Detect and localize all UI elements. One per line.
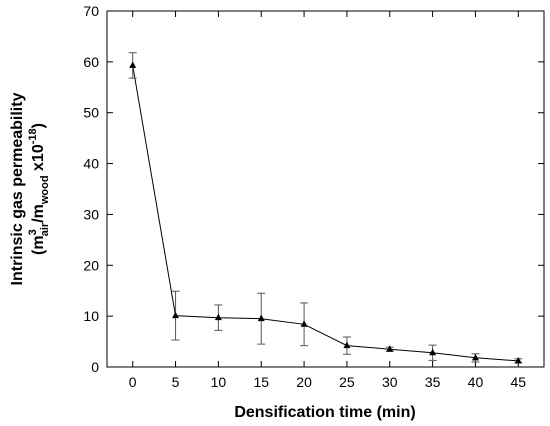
x-tick-label: 20	[296, 374, 312, 390]
y-tick-label: 50	[83, 105, 99, 121]
data-point-triangle	[471, 353, 479, 361]
data-point-triangle	[429, 348, 437, 356]
data-point-triangle	[514, 356, 522, 364]
data-point-triangle	[214, 313, 222, 321]
x-tick-label: 25	[339, 374, 355, 390]
x-tick-label: 35	[425, 374, 441, 390]
x-tick-label: 15	[253, 374, 269, 390]
x-tick-label: 30	[382, 374, 398, 390]
y-unit-slash-m: /m	[30, 204, 47, 223]
y-tick-label: 20	[83, 257, 99, 273]
x-tick-label: 45	[511, 374, 527, 390]
data-point-triangle	[300, 320, 308, 327]
data-point-triangle	[129, 61, 137, 68]
data-point-triangle	[172, 311, 180, 319]
series-line	[132, 65, 519, 362]
y-unit-times: x10	[30, 144, 47, 175]
data-point-triangle	[343, 341, 351, 349]
series-group	[128, 52, 523, 364]
y-tick-label: 60	[83, 54, 99, 70]
y-unit-sup-exp: -18	[27, 128, 39, 144]
y-unit-sup-3: 3	[27, 229, 39, 235]
x-axis: 0 5 10 15 20 25 30 35 40 45	[129, 11, 526, 390]
y-axis-title-line1: Intrinsic gas permeability	[9, 92, 26, 285]
plot-frame	[106, 10, 545, 368]
y-unit-sub-air: air	[39, 222, 51, 236]
data-point-triangle	[386, 345, 394, 352]
y-tick-label: 10	[83, 308, 99, 324]
x-axis-title: Densification time (min)	[234, 404, 415, 421]
y-axis: 0 10 20 30 40 50 60 70	[83, 3, 544, 375]
y-unit-sub-wood: wood	[39, 175, 51, 205]
y-unit-open: (m	[30, 235, 47, 255]
y-tick-label: 0	[91, 359, 99, 375]
y-tick-label: 70	[83, 3, 99, 19]
y-tick-label: 30	[83, 206, 99, 222]
y-axis-title: Intrinsic gas permeability (m3air/mwood …	[9, 92, 51, 285]
x-tick-label: 0	[129, 374, 137, 390]
y-tick-label: 40	[83, 156, 99, 172]
x-tick-label: 40	[468, 374, 484, 390]
data-point-triangle	[257, 314, 265, 322]
x-tick-label: 10	[211, 374, 227, 390]
y-unit-close: )	[30, 123, 47, 128]
y-axis-title-line2: (m3air/mwood x10-18)	[27, 123, 51, 255]
x-tick-label: 5	[172, 374, 180, 390]
